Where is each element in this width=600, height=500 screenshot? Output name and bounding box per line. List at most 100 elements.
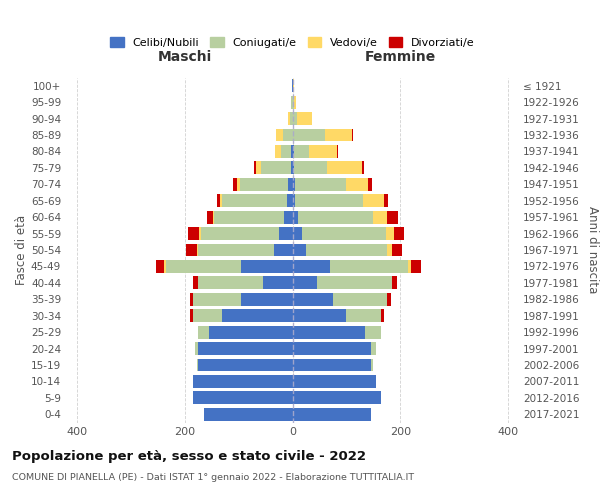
Bar <box>164 260 166 273</box>
Bar <box>371 342 376 355</box>
Bar <box>207 210 212 224</box>
Bar <box>203 408 293 420</box>
Bar <box>411 260 421 273</box>
Bar <box>293 260 330 273</box>
Bar <box>295 178 346 190</box>
Bar <box>352 128 353 141</box>
Bar <box>409 260 411 273</box>
Bar <box>293 178 295 190</box>
Bar <box>293 96 296 108</box>
Bar <box>297 112 312 125</box>
Bar <box>287 194 293 207</box>
Bar <box>263 276 293 289</box>
Bar <box>306 244 387 256</box>
Bar <box>186 244 197 256</box>
Y-axis label: Anni di nascita: Anni di nascita <box>586 206 599 294</box>
Bar <box>293 310 346 322</box>
Bar <box>293 128 325 141</box>
Bar <box>373 210 387 224</box>
Bar <box>290 112 293 125</box>
Bar <box>281 145 292 158</box>
Bar <box>288 178 293 190</box>
Bar <box>283 128 293 141</box>
Bar <box>394 227 404 240</box>
Bar <box>293 375 376 388</box>
Bar <box>293 276 317 289</box>
Bar <box>292 145 293 158</box>
Bar <box>275 145 281 158</box>
Text: COMUNE DI PIANELLA (PE) - Dati ISTAT 1° gennaio 2022 - Elaborazione TUTTITALIA.I: COMUNE DI PIANELLA (PE) - Dati ISTAT 1° … <box>12 472 414 482</box>
Bar <box>384 194 388 207</box>
Bar <box>233 178 237 190</box>
Bar <box>382 310 384 322</box>
Bar <box>274 244 293 256</box>
Bar <box>198 326 209 338</box>
Bar <box>156 260 164 273</box>
Bar <box>190 293 193 306</box>
Bar <box>293 293 333 306</box>
Text: Popolazione per età, sesso e stato civile - 2022: Popolazione per età, sesso e stato civil… <box>12 450 366 463</box>
Bar <box>330 260 409 273</box>
Bar <box>284 210 293 224</box>
Bar <box>293 194 295 207</box>
Bar <box>193 276 198 289</box>
Bar <box>261 162 291 174</box>
Bar <box>362 194 384 207</box>
Bar <box>193 293 241 306</box>
Bar <box>241 293 293 306</box>
Bar <box>392 244 402 256</box>
Bar <box>220 194 223 207</box>
Bar <box>302 227 386 240</box>
Bar <box>386 227 394 240</box>
Bar <box>293 244 306 256</box>
Bar <box>293 145 308 158</box>
Bar <box>209 326 293 338</box>
Y-axis label: Fasce di età: Fasce di età <box>15 215 28 285</box>
Bar <box>362 162 364 174</box>
Text: Maschi: Maschi <box>158 50 212 64</box>
Bar <box>196 342 198 355</box>
Bar <box>277 128 283 141</box>
Bar <box>197 358 198 372</box>
Bar <box>256 162 261 174</box>
Bar <box>193 375 293 388</box>
Bar <box>279 227 293 240</box>
Bar <box>223 310 293 322</box>
Bar <box>293 210 298 224</box>
Bar <box>166 260 241 273</box>
Bar <box>368 178 373 190</box>
Bar <box>317 276 392 289</box>
Legend: Celibi/Nubili, Coniugati/e, Vedovi/e, Divorziati/e: Celibi/Nubili, Coniugati/e, Vedovi/e, Di… <box>106 32 479 52</box>
Bar <box>387 210 398 224</box>
Bar <box>199 227 201 240</box>
Bar <box>293 112 297 125</box>
Bar <box>198 244 274 256</box>
Bar <box>254 162 256 174</box>
Bar <box>291 162 293 174</box>
Bar <box>287 112 290 125</box>
Bar <box>392 276 397 289</box>
Bar <box>293 227 302 240</box>
Bar <box>223 194 287 207</box>
Bar <box>333 293 387 306</box>
Bar <box>387 244 392 256</box>
Bar <box>198 358 293 372</box>
Bar <box>293 408 371 420</box>
Bar <box>295 194 362 207</box>
Bar <box>292 96 293 108</box>
Bar <box>193 392 293 404</box>
Bar <box>198 276 263 289</box>
Bar <box>371 358 373 372</box>
Bar <box>298 210 373 224</box>
Bar <box>237 178 239 190</box>
Bar <box>346 178 368 190</box>
Bar <box>217 194 220 207</box>
Bar <box>337 145 338 158</box>
Bar <box>293 326 365 338</box>
Text: Femmine: Femmine <box>365 50 436 64</box>
Bar <box>201 227 279 240</box>
Bar <box>293 358 371 372</box>
Bar <box>197 244 198 256</box>
Bar <box>188 227 199 240</box>
Bar <box>325 128 352 141</box>
